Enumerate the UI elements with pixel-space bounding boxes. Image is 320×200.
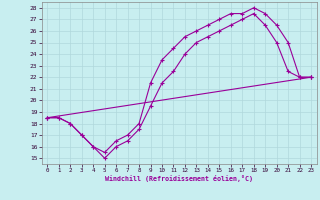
X-axis label: Windchill (Refroidissement éolien,°C): Windchill (Refroidissement éolien,°C) xyxy=(105,175,253,182)
